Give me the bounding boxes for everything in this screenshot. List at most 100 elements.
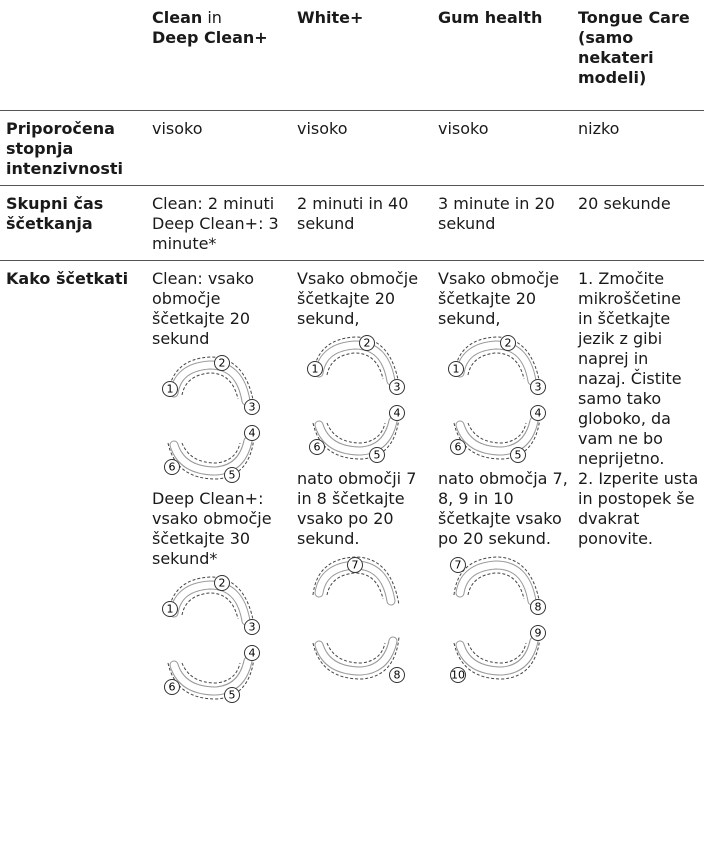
zone-marker xyxy=(389,667,405,683)
cell-text: Vsako območje ščetkajte 20 sekund, xyxy=(438,269,560,328)
zone-marker xyxy=(530,599,546,615)
arch-inner xyxy=(181,442,241,464)
teeth-fill xyxy=(170,437,252,475)
row-label: Priporočena stopnja intenzivnosti xyxy=(6,119,124,178)
teeth-fill xyxy=(456,341,536,385)
cell-text: Vsako območje ščetkajte 20 sekund, xyxy=(297,269,419,328)
header-row: Clean in Deep Clean+ White+ Gum health Tong… xyxy=(0,0,704,111)
column-header: Clean in Deep Clean+ xyxy=(146,0,291,111)
arch-inner xyxy=(467,642,527,664)
zone-number: 6 xyxy=(455,441,462,454)
teeth-fill xyxy=(456,637,538,675)
teeth-fill xyxy=(170,581,250,625)
table-cell: 20 sekunde xyxy=(572,186,704,261)
row-label: Kako ščetkati xyxy=(6,269,129,288)
jaw-diagram: 6 5 4 xyxy=(164,645,260,703)
jaw-diagram: 1 2 3 xyxy=(162,575,260,635)
arch-outline xyxy=(167,356,255,406)
arch-outline xyxy=(312,336,400,386)
comparison-table: Clean in Deep Clean+ White+ Gum health Tong… xyxy=(0,0,704,712)
teeth-fill xyxy=(456,561,536,605)
column-header: Tongue Care (samo nekateri modeli) xyxy=(572,0,704,111)
zone-number: 10 xyxy=(451,669,465,682)
zone-number: 5 xyxy=(515,449,522,462)
zone-marker xyxy=(309,439,325,455)
zone-marker xyxy=(530,379,546,395)
column-header: Gum health xyxy=(432,0,572,111)
zone-marker xyxy=(530,405,546,421)
table-cell: 3 minute in 20 sekund xyxy=(432,186,572,261)
teeth-fill xyxy=(456,417,538,455)
zone-marker xyxy=(244,645,260,661)
arch-inner xyxy=(326,422,386,444)
table-body: Clean in Deep Clean+ White+ Gum health Tong… xyxy=(0,0,704,712)
zone-marker xyxy=(244,619,260,635)
table-cell: Vsako območje ščetkajte 20 sekund, 1 2 3 6 5 4… xyxy=(291,261,432,712)
cell-text: nato območji 7 in 8 ščetkajte vsako po 2… xyxy=(297,469,417,548)
header-text: Gum health xyxy=(438,8,543,27)
zone-number: 3 xyxy=(394,381,401,394)
jaw-diagram: 1 2 3 xyxy=(162,355,260,415)
table-cell: 1. Zmočite mikroščetine in ščetkajte jez… xyxy=(572,261,704,712)
cell-text: visoko xyxy=(152,119,203,138)
zone-marker xyxy=(162,381,178,397)
zone-marker xyxy=(448,361,464,377)
zone-number: 5 xyxy=(229,469,236,482)
zone-marker xyxy=(162,601,178,617)
zone-number: 6 xyxy=(169,681,176,694)
zone-marker xyxy=(164,679,180,695)
jaw-diagram: 10 9 xyxy=(450,625,546,683)
zone-marker xyxy=(224,687,240,703)
cell-text: 2. Izperite usta in postopek še dvakrat … xyxy=(578,469,699,548)
zone-marker xyxy=(214,355,230,371)
header-text: in xyxy=(207,8,222,27)
zone-number: 6 xyxy=(314,441,321,454)
arch-inner xyxy=(467,352,525,380)
zone-marker xyxy=(244,399,260,415)
zone-number: 4 xyxy=(394,407,401,420)
table-cell: Clean: vsako območje ščetkajte 20 sekund… xyxy=(146,261,291,712)
table-cell: Vsako območje ščetkajte 20 sekund, 1 2 3 6 5 4… xyxy=(432,261,572,712)
arch-inner xyxy=(326,642,386,664)
zone-number: 1 xyxy=(312,363,319,376)
zone-marker xyxy=(450,439,466,455)
cell-text: nato območja 7, 8, 9 in 10 ščetkajte vsa… xyxy=(438,469,568,548)
table-row: Priporočena stopnja intenzivnosti visoko v… xyxy=(0,110,704,186)
zone-number: 4 xyxy=(535,407,542,420)
arch-inner xyxy=(467,572,525,600)
zone-marker xyxy=(450,557,466,573)
arch-outline xyxy=(167,436,255,480)
zone-number: 7 xyxy=(455,559,462,572)
arch-outline xyxy=(453,416,541,460)
zone-number: 1 xyxy=(167,383,174,396)
arch-outline xyxy=(167,656,255,700)
jaw-diagram: 6 5 4 xyxy=(450,405,546,463)
cell-text: visoko xyxy=(297,119,348,138)
zone-marker xyxy=(389,405,405,421)
zone-number: 6 xyxy=(169,461,176,474)
zone-number: 5 xyxy=(374,449,381,462)
zone-number: 8 xyxy=(394,669,401,682)
arch-outline xyxy=(167,576,255,626)
zone-marker xyxy=(369,447,385,463)
corner-cell xyxy=(0,0,146,111)
zone-number: 8 xyxy=(535,601,542,614)
teeth-fill xyxy=(170,657,252,695)
arch-inner xyxy=(467,422,527,444)
header-text: Tongue Care (samo nekateri modeli) xyxy=(578,8,690,87)
zone-number: 4 xyxy=(249,427,256,440)
arch-outline xyxy=(312,416,400,460)
cell-text: 3 minute in 20 sekund xyxy=(438,194,555,233)
jaw-diagram: 6 5 4 xyxy=(309,405,405,463)
zone-marker xyxy=(347,557,363,573)
cell-text: visoko xyxy=(438,119,489,138)
cell-text: nizko xyxy=(578,119,620,138)
cell-text: Clean: 2 minuti xyxy=(152,194,275,213)
cell-text: 1. Zmočite mikroščetine in ščetkajte jez… xyxy=(578,269,682,468)
cell-text: Deep Clean+: 3 minute* xyxy=(152,214,279,253)
zone-marker xyxy=(530,625,546,641)
row-label: Skupni čas ščetkanja xyxy=(6,194,104,233)
header-text: White+ xyxy=(297,8,364,27)
jaw-diagram: 7 xyxy=(312,556,400,606)
header-text: Clean xyxy=(152,8,203,27)
